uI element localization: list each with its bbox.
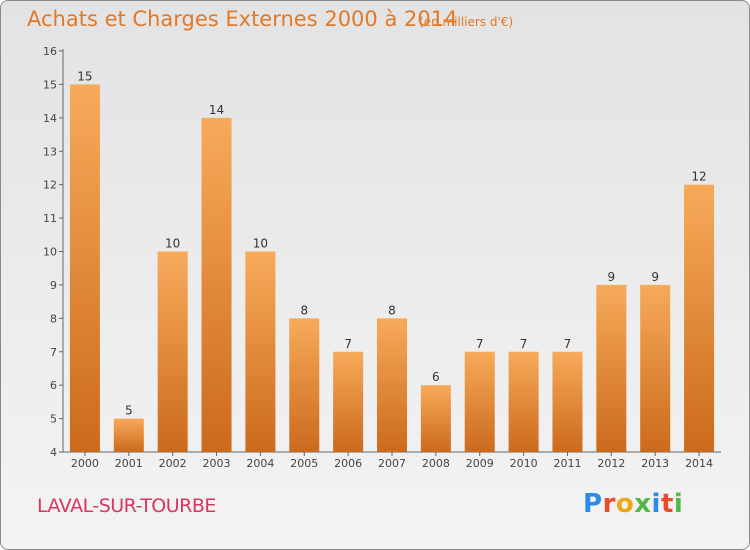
bar-value-label: 6	[432, 370, 440, 384]
x-tick-label: 2014	[685, 457, 713, 470]
y-tick-label: 11	[43, 212, 57, 225]
x-tick-label: 2002	[159, 457, 187, 470]
bar-value-label: 14	[209, 103, 224, 117]
bar	[420, 385, 451, 452]
x-tick-label: 2008	[422, 457, 450, 470]
brand-letter: P	[583, 489, 603, 519]
x-tick-label: 2007	[378, 457, 406, 470]
x-tick-label: 2009	[466, 457, 494, 470]
bar-value-label: 10	[165, 237, 180, 251]
bar	[596, 284, 627, 452]
bar	[552, 351, 583, 452]
brand-letter: i	[651, 489, 661, 519]
bar-value-label: 7	[564, 337, 572, 351]
x-tick-label: 2003	[203, 457, 231, 470]
bar	[201, 117, 232, 452]
y-tick-label: 12	[43, 179, 57, 192]
bar	[640, 284, 671, 452]
y-tick-label: 13	[43, 145, 57, 158]
bar-value-label: 15	[77, 69, 92, 83]
bar	[464, 351, 495, 452]
x-tick-label: 2004	[246, 457, 274, 470]
y-tick-label: 6	[50, 379, 57, 392]
y-tick-label: 4	[50, 446, 57, 459]
bar	[289, 318, 320, 452]
y-tick-label: 9	[50, 279, 57, 292]
bar	[157, 251, 188, 452]
y-tick-label: 15	[43, 78, 57, 91]
bar-value-label: 7	[476, 337, 484, 351]
x-tick-label: 2000	[71, 457, 99, 470]
bar-value-label: 8	[388, 303, 396, 317]
chart-unit-note: (en milliers d'€)	[419, 15, 514, 29]
x-tick-label: 2010	[510, 457, 538, 470]
proxiti-logo: Proxiti	[583, 489, 683, 519]
bar-value-label: 10	[253, 237, 268, 251]
x-tick-label: 2011	[553, 457, 581, 470]
bar	[113, 418, 144, 452]
x-tick-label: 2001	[115, 457, 143, 470]
brand-letter: r	[602, 489, 616, 519]
bar-value-label: 7	[520, 337, 528, 351]
bar-value-label: 9	[608, 270, 616, 284]
y-tick-label: 8	[50, 312, 57, 325]
bar	[69, 84, 100, 453]
x-tick-label: 2005	[290, 457, 318, 470]
bar-value-label: 9	[651, 270, 659, 284]
bar-value-label: 5	[125, 404, 133, 418]
bar	[245, 251, 276, 452]
bar-value-label: 8	[300, 303, 308, 317]
brand-letter: t	[660, 489, 674, 519]
x-tick-label: 2013	[641, 457, 669, 470]
y-tick-label: 16	[43, 45, 57, 58]
brand-letter: x	[634, 489, 652, 519]
bar	[684, 184, 715, 452]
bar	[333, 351, 364, 452]
y-tick-label: 14	[43, 112, 57, 125]
commune-name: LAVAL-SUR-TOURBE	[37, 495, 216, 517]
y-tick-label: 5	[50, 413, 57, 426]
bar	[377, 318, 407, 452]
bar-value-label: 7	[344, 337, 352, 351]
y-tick-label: 7	[50, 346, 57, 359]
y-tick-label: 10	[43, 246, 57, 259]
chart-title: Achats et Charges Externes 2000 à 2014	[27, 7, 458, 31]
bar-value-label: 12	[691, 170, 706, 184]
brand-letter: o	[615, 489, 635, 519]
x-tick-label: 2006	[334, 457, 362, 470]
bar	[508, 351, 539, 452]
brand-letter: i	[673, 489, 684, 519]
x-tick-label: 2012	[597, 457, 625, 470]
